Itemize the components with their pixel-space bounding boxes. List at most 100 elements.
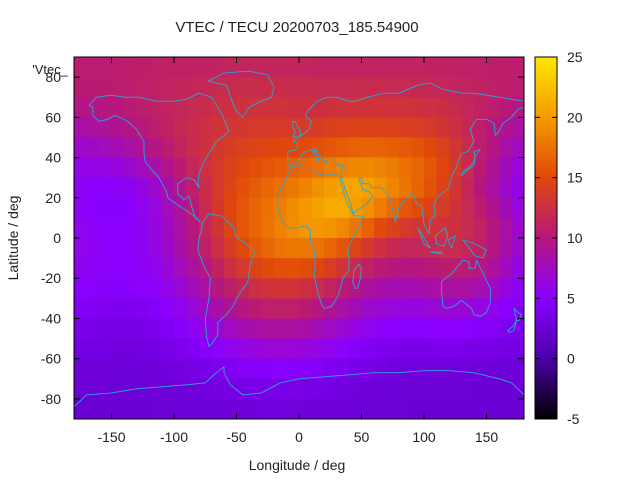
heatmap-cell: [311, 398, 325, 419]
x-tick-label: -50: [226, 429, 246, 445]
heatmap-cell: [236, 197, 250, 219]
heatmap-cell: [449, 77, 463, 98]
heatmap-cell: [274, 77, 288, 98]
heatmap-cell: [436, 238, 450, 259]
heatmap-cell: [436, 77, 450, 98]
heatmap-cell: [236, 238, 250, 259]
heatmap-cell: [486, 318, 500, 340]
heatmap-cell: [324, 77, 338, 98]
heatmap-cell: [361, 318, 375, 340]
heatmap-cell: [299, 358, 313, 380]
heatmap-cell: [224, 398, 238, 419]
colorbar-tick-label: 15: [567, 170, 583, 186]
heatmap-cell: [374, 298, 388, 320]
heatmap-cell: [499, 318, 513, 340]
heatmap-cell: [361, 238, 375, 259]
y-tick-label: 40: [45, 150, 61, 166]
heatmap-cell: [136, 238, 150, 259]
heatmap-cell: [361, 57, 375, 78]
heatmap-cell: [199, 197, 213, 219]
heatmap-cell: [336, 358, 350, 380]
heatmap-cell: [249, 117, 263, 139]
heatmap-cell: [399, 278, 413, 299]
heatmap-cell: [86, 298, 100, 320]
heatmap-cell: [174, 338, 188, 360]
heatmap-cell: [324, 217, 338, 239]
heatmap-cell: [311, 157, 325, 179]
heatmap-cell: [374, 238, 388, 259]
heatmap-cell: [311, 338, 325, 360]
heatmap-cell: [324, 117, 338, 139]
heatmap-cell: [349, 97, 363, 118]
heatmap-cell: [286, 238, 300, 259]
y-axis-label: Latitude / deg: [5, 196, 21, 281]
heatmap-cell: [224, 278, 238, 299]
heatmap-cell: [374, 378, 388, 400]
heatmap-cell: [211, 278, 225, 299]
heatmap-cell: [449, 398, 463, 419]
heatmap-cell: [374, 97, 388, 118]
heatmap-cell: [336, 117, 350, 139]
heatmap-cell: [174, 398, 188, 419]
heatmap-cell: [349, 177, 363, 199]
heatmap-cell: [411, 77, 425, 98]
heatmap-cell: [124, 318, 138, 340]
heatmap-cell: [424, 318, 438, 340]
heatmap-cell: [386, 238, 400, 259]
heatmap-cell: [274, 137, 288, 159]
heatmap-cell: [449, 238, 463, 259]
heatmap-cell: [174, 177, 188, 199]
heatmap-cell: [111, 137, 125, 159]
x-tick-label: 0: [295, 429, 303, 445]
heatmap-cell: [336, 398, 350, 419]
heatmap-cell: [486, 238, 500, 259]
x-tick-label: -150: [97, 429, 125, 445]
heatmap-cell: [74, 358, 88, 380]
heatmap-cell: [311, 177, 325, 199]
heatmap-cell: [436, 57, 450, 78]
heatmap-cell: [424, 57, 438, 78]
heatmap-cell: [74, 137, 88, 159]
heatmap-cell: [349, 378, 363, 400]
heatmap-cell: [436, 177, 450, 199]
heatmap-cell: [486, 358, 500, 380]
heatmap-cell: [349, 358, 363, 380]
heatmap-cell: [324, 97, 338, 118]
heatmap-cell: [299, 217, 313, 239]
heatmap-cell: [99, 97, 113, 118]
heatmap-cell: [186, 238, 200, 259]
heatmap-cell: [274, 197, 288, 219]
heatmap-cell: [286, 57, 300, 78]
heatmap-cell: [249, 358, 263, 380]
heatmap-cell: [236, 137, 250, 159]
heatmap-cell: [361, 298, 375, 320]
heatmap-cell: [111, 338, 125, 360]
heatmap-cell: [424, 117, 438, 139]
heatmap-cell: [486, 137, 500, 159]
heatmap-cell: [149, 298, 163, 320]
heatmap-cell: [349, 318, 363, 340]
heatmap-cell: [311, 258, 325, 279]
heatmap-cell: [236, 117, 250, 139]
heatmap-cell: [286, 258, 300, 279]
heatmap-cell: [74, 117, 88, 139]
heatmap-cell: [486, 338, 500, 360]
heatmap-cell: [74, 338, 88, 360]
heatmap-cell: [511, 177, 524, 199]
heatmap-cell: [374, 137, 388, 159]
heatmap-cell: [261, 117, 275, 139]
heatmap-cell: [99, 137, 113, 159]
heatmap-cell: [211, 258, 225, 279]
heatmap-cell: [274, 318, 288, 340]
heatmap-cell: [361, 378, 375, 400]
heatmap-cell: [449, 378, 463, 400]
x-axis-ticks: -150 -100 -50 0 50 100 150: [97, 57, 498, 445]
heatmap-cell: [436, 258, 450, 279]
heatmap-cell: [174, 97, 188, 118]
heatmap-cell: [174, 117, 188, 139]
heatmap-cell: [349, 238, 363, 259]
heatmap-cell: [261, 137, 275, 159]
heatmap-cell: [399, 338, 413, 360]
heatmap-cell: [486, 97, 500, 118]
heatmap-cell: [474, 97, 488, 118]
